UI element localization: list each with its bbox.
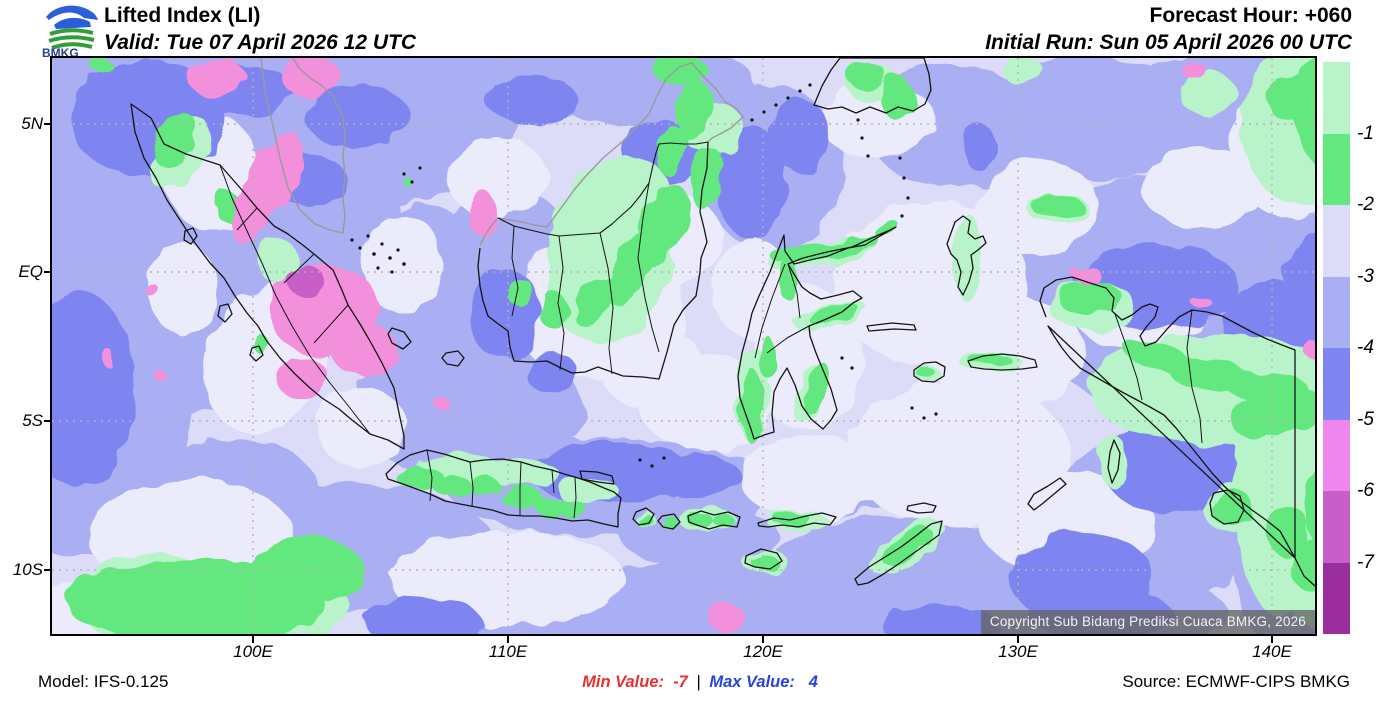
colorbar-label--2: -2 <box>1357 194 1374 215</box>
island-sulawesi <box>737 226 897 440</box>
island-papua <box>1039 276 1315 587</box>
kalimantan-province-borders <box>511 182 660 375</box>
colorbar-label--7: -7 <box>1357 551 1374 573</box>
colorbar-label--4: -4 <box>1357 337 1374 358</box>
colorbar-segment-3 <box>1323 276 1350 348</box>
island-nias <box>183 227 198 245</box>
li-colorbar <box>1323 62 1350 634</box>
island-sumba <box>744 548 783 570</box>
lon-tick-130E <box>1017 636 1019 643</box>
island-halmahera <box>946 215 987 296</box>
graticule <box>52 58 1315 634</box>
max-value-label: Max Value: 4 <box>709 673 818 691</box>
island-aru <box>1209 489 1245 525</box>
island-tanimbar <box>1027 477 1067 511</box>
minmax-separator: | <box>696 673 701 691</box>
island-timor <box>854 520 943 586</box>
island-seram <box>967 353 1038 371</box>
island-specks <box>350 83 938 468</box>
lon-label-140E: 140E <box>1252 642 1292 661</box>
source-label: Source: ECMWF-CIPS BMKG <box>1122 672 1350 691</box>
island-bangka <box>387 327 412 350</box>
model-label: Model: IFS-0.125 <box>38 672 169 691</box>
island-siberut <box>217 303 233 323</box>
lat-label-5N: 5N <box>21 114 43 133</box>
island-flores <box>757 512 837 528</box>
lon-tick-100E <box>252 636 254 643</box>
island-buru <box>913 361 946 383</box>
colorbar-label--3: -3 <box>1357 265 1374 287</box>
bmkg-logo: BMKG <box>42 5 98 58</box>
lon-label-130E: 130E <box>998 642 1038 661</box>
header-right: Forecast Hour: +060 Initial Run: Sun 05 … <box>985 2 1352 56</box>
lat-label-5S: 5S <box>22 411 43 430</box>
colorbar-segment-7 <box>1323 562 1350 634</box>
minmax-values: Min Value: -7 | Max Value: 4 <box>0 673 1400 692</box>
island-pagai <box>249 345 264 362</box>
lon-tick-140E <box>1271 636 1273 643</box>
lat-tick-EQ <box>44 271 50 273</box>
min-value-label: Min Value: -7 <box>582 673 688 691</box>
initial-run: Initial Run: Sun 05 April 2026 00 UTC <box>985 31 1352 54</box>
colorbar-segment-6 <box>1323 491 1350 563</box>
lon-label-100E: 100E <box>233 642 273 661</box>
logo-wave <box>49 28 94 36</box>
colorbar-segment-5 <box>1323 419 1350 491</box>
lifted-index-map <box>52 58 1315 634</box>
island-wetar <box>906 502 937 514</box>
lat-label-10S: 10S <box>12 560 43 579</box>
coastlines <box>130 58 1315 587</box>
colorbar-label--1: -1 <box>1357 122 1374 144</box>
lat-tick-5N <box>44 123 50 125</box>
lon-tick-120E <box>762 636 764 643</box>
logo-text: BMKG <box>42 46 79 58</box>
java-province-borders <box>426 449 577 519</box>
colorbar-segment-2 <box>1323 205 1350 277</box>
lon-label-120E: 120E <box>743 642 783 661</box>
sumatra-province-borders <box>219 164 371 435</box>
island-bali <box>632 507 655 526</box>
colorbar-label--5: -5 <box>1357 408 1374 430</box>
lon-tick-110E <box>507 636 509 643</box>
island-borneo <box>477 141 709 380</box>
foreign-coastlines <box>260 58 744 246</box>
island-lombok <box>657 513 681 530</box>
lon-label-110E: 110E <box>488 642 528 661</box>
colorbar-label--6: -6 <box>1357 480 1374 501</box>
papua-province-borders <box>1114 309 1203 444</box>
fill-level-6to7 <box>286 265 324 295</box>
lat-tick-5S <box>44 420 50 422</box>
island-belitung <box>441 350 465 367</box>
copyright-overlay: Copyright Sub Bidang Prediksi Cuaca BMKG… <box>980 610 1315 634</box>
forecast-hour: Forecast Hour: +060 <box>1149 4 1353 27</box>
kalimantan-border <box>497 141 709 237</box>
island-mindanao <box>813 58 932 114</box>
island-sumatra <box>130 103 405 450</box>
colorbar-segment-0 <box>1323 62 1350 134</box>
coast-malay-peninsula <box>260 58 346 234</box>
lat-tick-10S <box>44 569 50 571</box>
island-sula <box>866 322 917 332</box>
map-frame: Copyright Sub Bidang Prediksi Cuaca BMKG… <box>50 56 1317 636</box>
island-kei <box>1107 439 1121 484</box>
lat-label-EQ: EQ <box>18 262 43 281</box>
page-title: Lifted Index (LI) <box>104 4 261 27</box>
island-sumbawa <box>687 510 741 530</box>
colorbar-segment-1 <box>1323 133 1350 205</box>
colorbar-segment-4 <box>1323 348 1350 420</box>
coast-malaysian-borneo <box>479 62 744 246</box>
valid-time: Valid: Tue 07 April 2026 12 UTC <box>104 31 417 54</box>
header-left: Lifted Index (LI) Valid: Tue 07 April 20… <box>104 2 416 56</box>
fill-level-1to2 <box>64 58 1315 634</box>
island-madura <box>579 470 615 485</box>
logo-cloud-swoosh <box>46 5 98 20</box>
island-java <box>385 449 622 528</box>
sulawesi-province-borders <box>754 263 810 359</box>
